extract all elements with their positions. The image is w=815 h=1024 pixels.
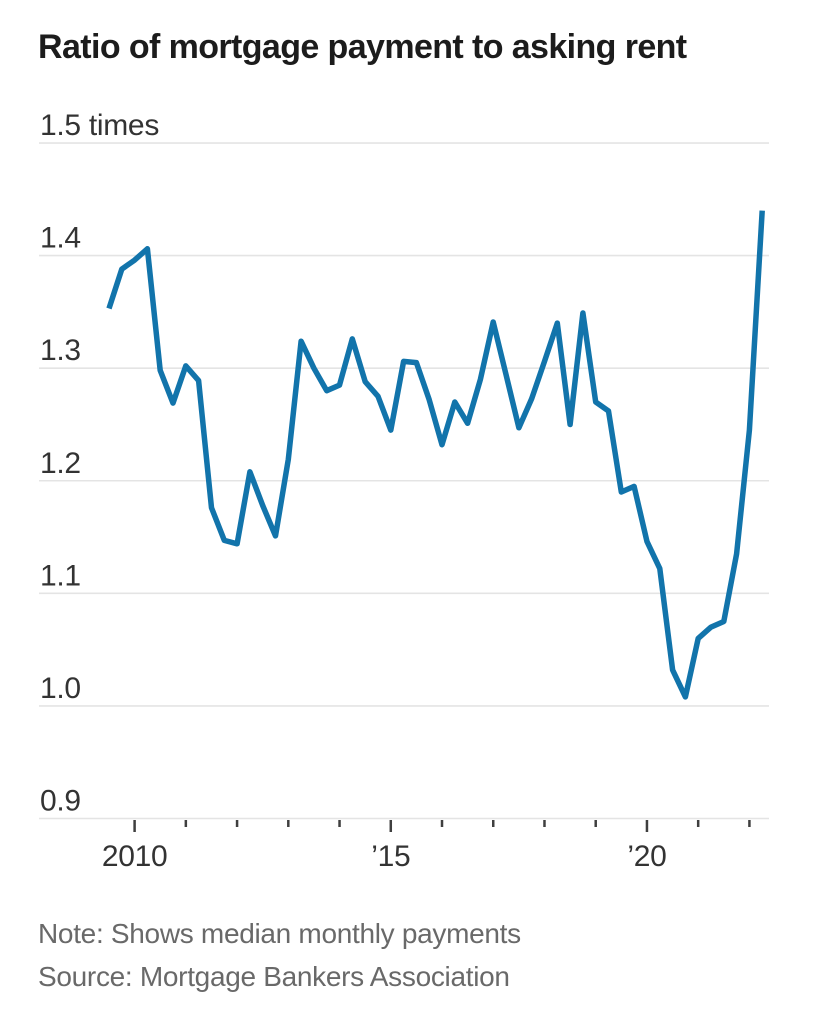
y-axis-label: 0.9	[40, 785, 81, 818]
y-axis-label: 1.2	[40, 447, 81, 480]
chart-source: Source: Mortgage Bankers Association	[38, 961, 510, 992]
mortgage-rent-ratio-line	[106, 210, 765, 700]
y-axis-label: 1.3	[40, 334, 81, 367]
chart-note: Note: Shows median monthly payments	[38, 918, 521, 949]
x-axis-label: ’15	[371, 840, 410, 873]
x-axis-label: ’20	[627, 840, 666, 873]
y-axis-label: 1.1	[40, 559, 81, 592]
x-axis-label: 2010	[102, 840, 168, 873]
chart-title: Ratio of mortgage payment to asking rent	[38, 28, 687, 66]
y-axis-label: 1.5 times	[40, 109, 159, 142]
y-axis-label: 1.4	[40, 222, 81, 255]
y-axis-label: 1.0	[40, 672, 81, 705]
